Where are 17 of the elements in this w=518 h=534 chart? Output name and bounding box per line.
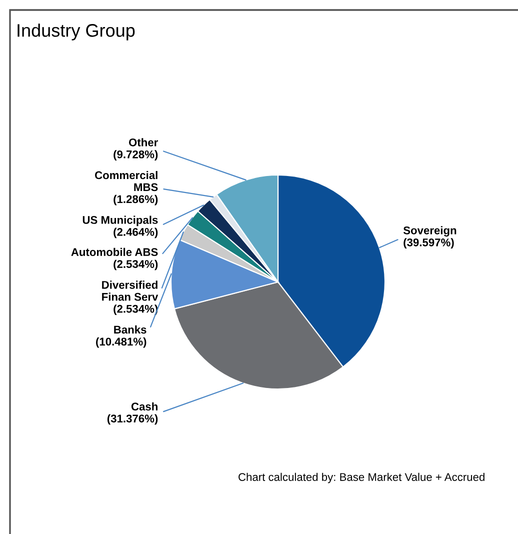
- slice-label: Banks: [114, 325, 146, 334]
- data-label: (2.464%): [114, 228, 158, 238]
- text: Chart calculated by: Base Market Value + Accrued: [238, 472, 484, 484]
- data-label: (1.286%): [114, 194, 158, 206]
- data-label: (9.728%): [114, 150, 158, 161]
- data-label: (39.597%): [404, 238, 454, 249]
- data-label: (31.376%): [107, 414, 158, 425]
- chart-title: Industry Group: [18, 24, 135, 40]
- slice-label: Automobile ABS: [71, 248, 158, 256]
- slice-label: Sovereign: [403, 226, 456, 237]
- slice-label: Diversified Finan Serv: [102, 280, 158, 301]
- slice-label: Cash: [131, 402, 158, 410]
- data-label: (10.481%): [96, 337, 146, 348]
- data-label: (2.534%): [114, 260, 158, 270]
- slice-label: US Municipals: [82, 216, 158, 226]
- slice-label: Other: [128, 138, 158, 146]
- slice-label: Commercial MBS: [95, 170, 158, 192]
